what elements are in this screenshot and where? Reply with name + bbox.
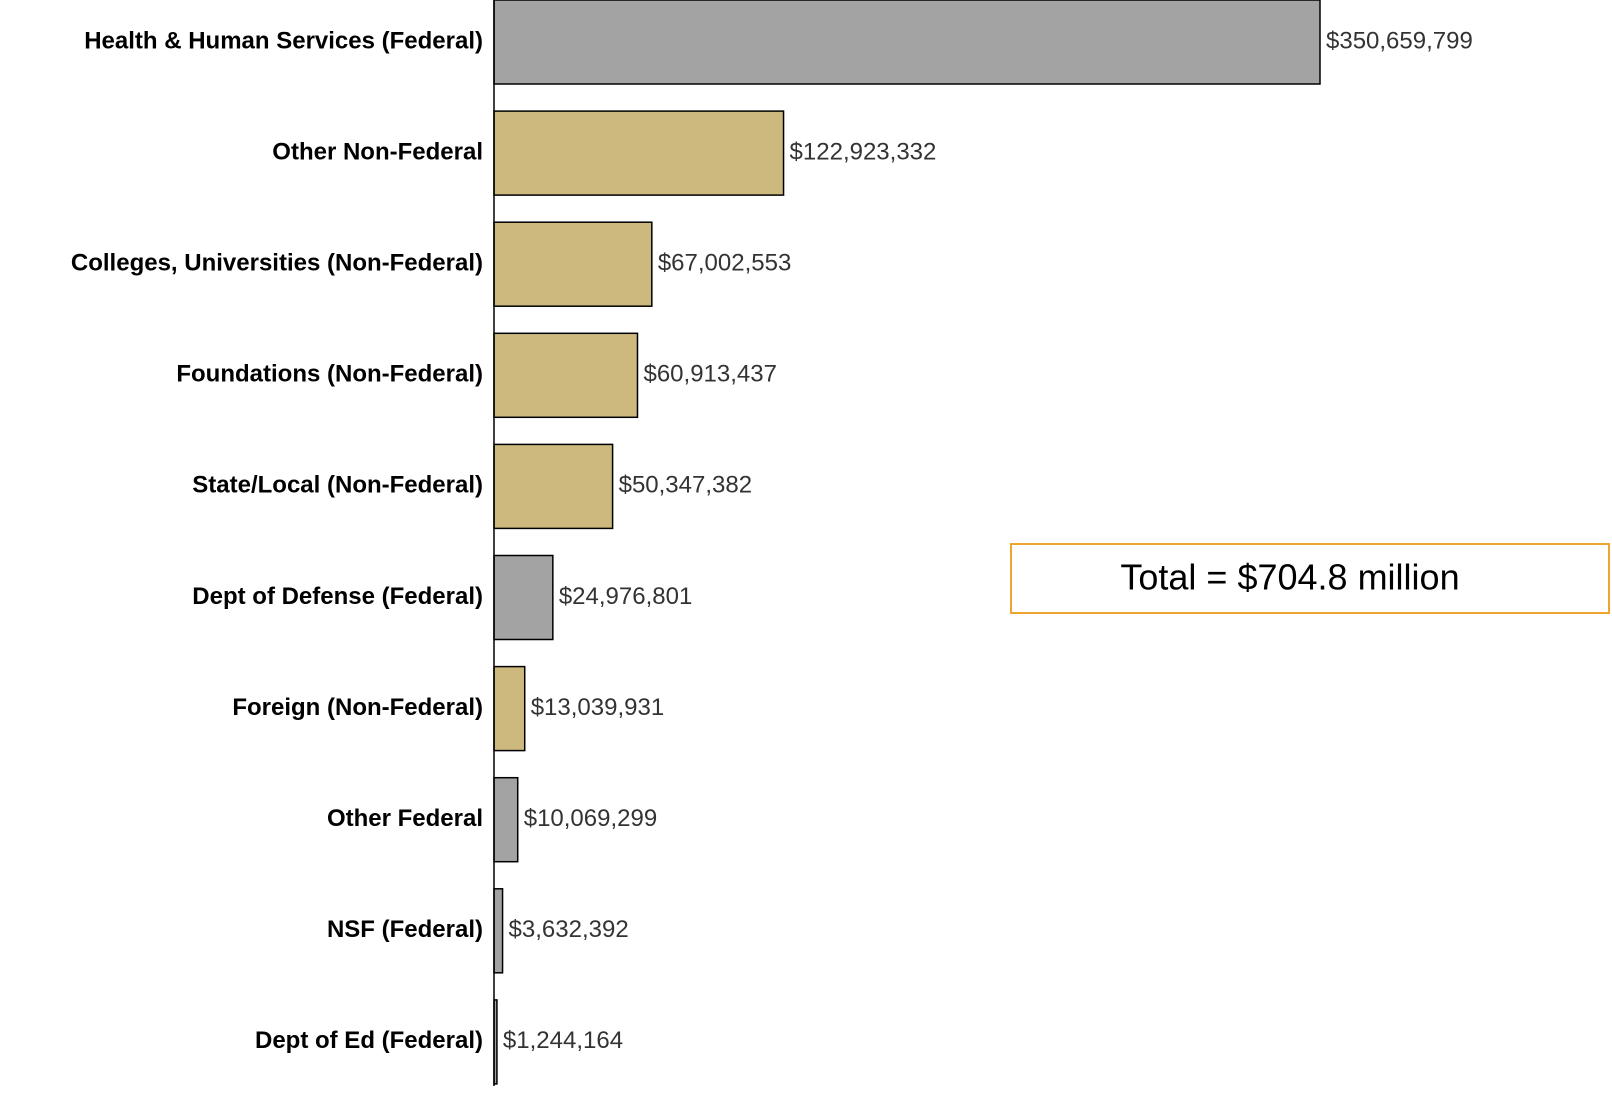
category-label: Dept of Defense (Federal): [192, 583, 483, 610]
category-label: NSF (Federal): [327, 916, 483, 943]
category-label: Health & Human Services (Federal): [84, 27, 483, 54]
value-label: $1,244,164: [503, 1027, 623, 1054]
bar: [493, 221, 653, 307]
category-label: Dept of Ed (Federal): [255, 1027, 483, 1054]
value-label: $50,347,382: [619, 472, 752, 499]
value-label: $122,923,332: [790, 138, 937, 165]
bar: [493, 443, 614, 530]
bar: [493, 888, 504, 974]
bar: [493, 554, 554, 641]
value-label: $24,976,801: [559, 583, 692, 610]
value-label: $60,913,437: [643, 361, 776, 388]
category-label: Other Non-Federal: [272, 138, 483, 165]
value-label: $3,632,392: [509, 916, 629, 943]
category-label: Colleges, Universities (Non-Federal): [71, 250, 483, 277]
bar: [493, 110, 785, 196]
bar: [493, 332, 639, 419]
category-label: Foreign (Non-Federal): [232, 694, 483, 721]
category-label: Other Federal: [327, 805, 483, 832]
annotation: Total = $704.8 million: [1120, 557, 1459, 598]
category-label: Foundations (Non-Federal): [176, 361, 483, 388]
value-label: $350,659,799: [1326, 27, 1473, 54]
value-label: $67,002,553: [658, 250, 791, 277]
annotation-box: [1010, 543, 1610, 614]
bar: [493, 665, 526, 752]
value-label: $10,069,299: [524, 805, 657, 832]
bar: [493, 0, 1321, 85]
bar: [493, 776, 519, 863]
value-label: $13,039,931: [531, 694, 664, 721]
category-label: State/Local (Non-Federal): [192, 472, 483, 499]
